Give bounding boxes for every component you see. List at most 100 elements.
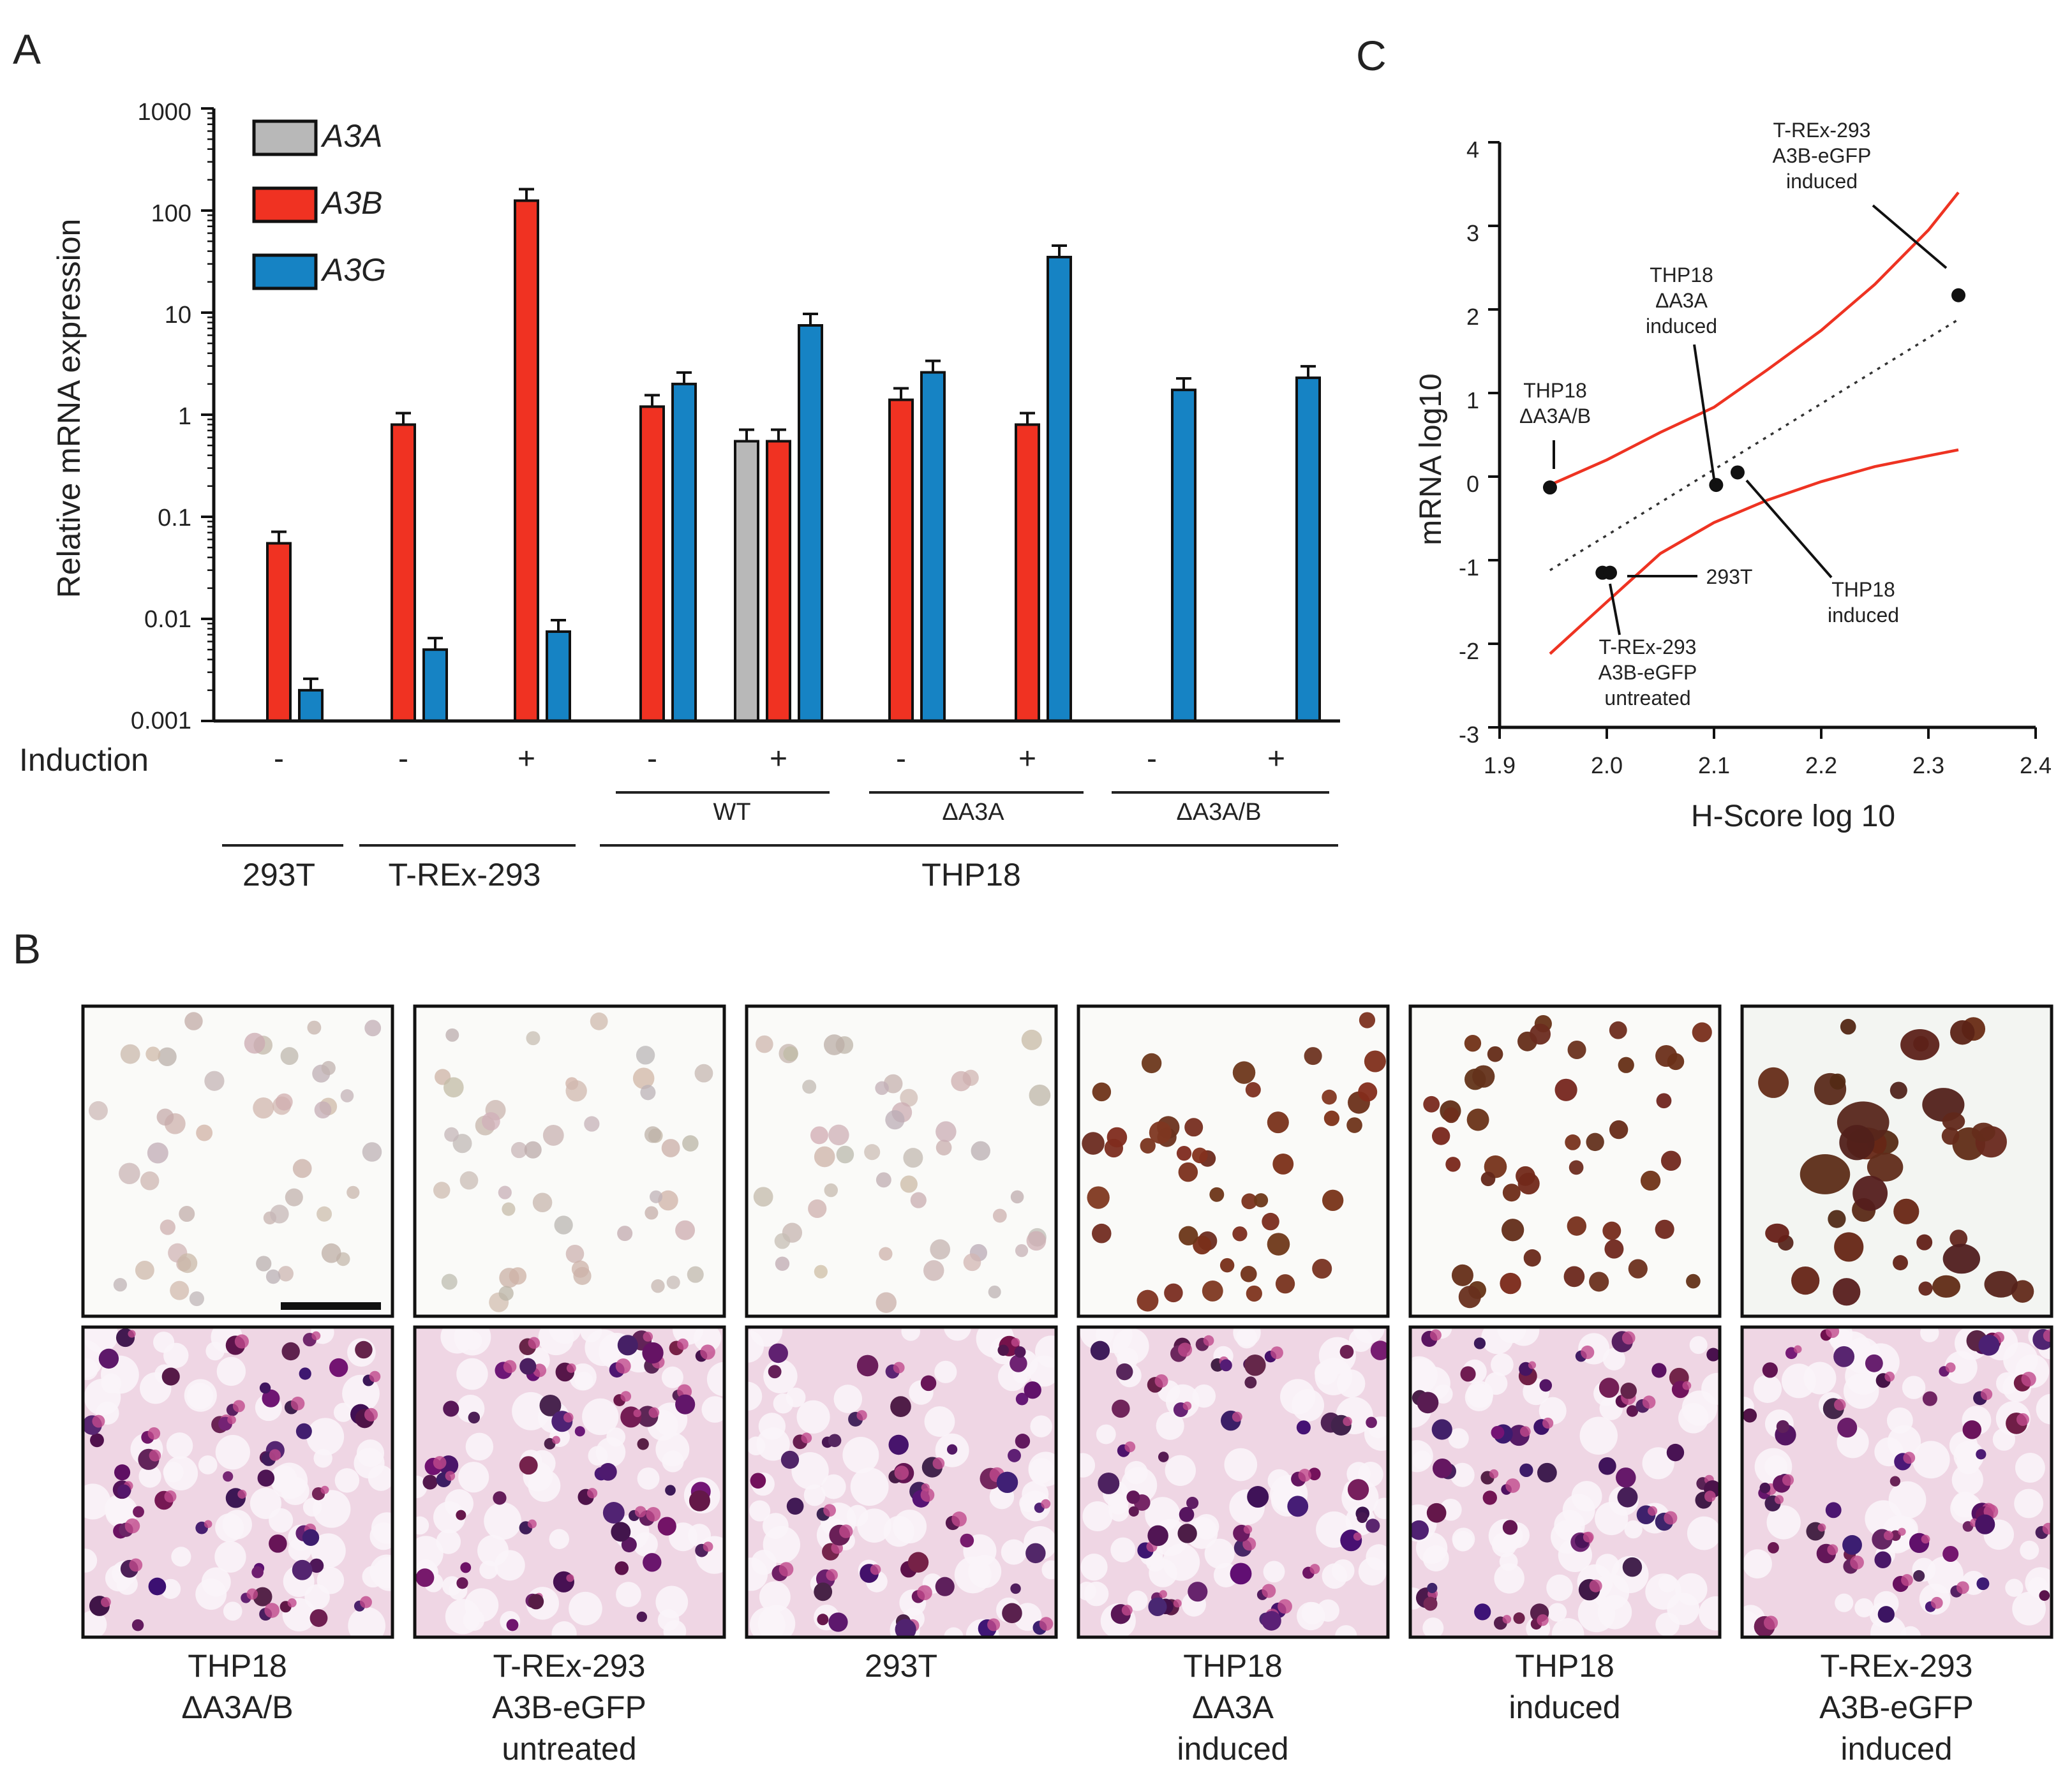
stained-cell — [814, 1146, 835, 1168]
he-nucleus — [295, 1423, 312, 1439]
he-cytoplasm — [1243, 1525, 1253, 1534]
he-vacuole — [302, 1497, 322, 1517]
stained-cell — [1656, 1093, 1672, 1109]
stained-cell — [1971, 1122, 1995, 1142]
he-cytoplasm — [566, 1363, 576, 1373]
stained-cell — [1275, 1274, 1295, 1294]
c-x-tick-2.4: 2.4 — [2020, 752, 2052, 778]
stained-cell — [988, 1285, 1001, 1298]
he-vacuole — [1624, 1520, 1643, 1539]
he-vacuole — [1096, 1424, 1116, 1444]
he-cytoplasm — [1589, 1579, 1602, 1593]
he-vacuole — [1539, 1397, 1567, 1425]
he-vacuole — [1602, 1348, 1625, 1370]
he-vacuole — [371, 1512, 392, 1544]
he-nucleus — [223, 1471, 234, 1482]
he-vacuole — [1766, 1505, 1801, 1540]
error-bar-a3b — [893, 387, 909, 400]
he-cytoplasm — [894, 1466, 909, 1480]
he-cytoplasm — [801, 1432, 812, 1444]
error-bar-a3b — [771, 428, 786, 442]
subgroup-delta-a3a: ΔA3A — [942, 799, 1004, 826]
error-bar-a3b — [1020, 412, 1035, 425]
panel-label-b: B — [13, 925, 41, 972]
he-nucleus — [768, 1343, 788, 1363]
he-cytoplasm — [237, 1489, 247, 1499]
he-vacuole — [1358, 1461, 1383, 1487]
he-vacuole — [663, 1620, 687, 1637]
c-y-tick-0: 0 — [1466, 471, 1479, 497]
c-x-tick-2.3: 2.3 — [1912, 752, 1944, 778]
stained-cell — [1932, 1275, 1961, 1298]
he-vacuole — [83, 1548, 98, 1573]
he-vacuole — [138, 1465, 161, 1488]
annotation-trex-untreated-line2: A3B-eGFP — [1599, 661, 1697, 684]
stained-cell — [347, 1185, 360, 1199]
he-cells — [83, 1327, 392, 1637]
he-nucleus — [1230, 1563, 1252, 1585]
annotation-293t: 293T — [1706, 565, 1753, 588]
he-vacuole — [1022, 1480, 1049, 1508]
stained-cell — [775, 1256, 790, 1271]
he-vacuole — [334, 1468, 360, 1493]
he-cytoplasm — [232, 1400, 245, 1413]
caption-4-line3: induced — [1177, 1731, 1288, 1767]
stained-cell — [885, 1110, 905, 1130]
he-nucleus — [528, 1594, 544, 1610]
stained-cell — [1091, 1223, 1112, 1244]
he-nucleus — [1975, 1514, 1995, 1534]
stained-cell — [1149, 1121, 1172, 1144]
he-vacuole — [759, 1581, 791, 1613]
he-nucleus — [1537, 1462, 1557, 1483]
stained-cell — [196, 1124, 213, 1141]
stained-cell — [1358, 1082, 1378, 1102]
he-nucleus — [257, 1469, 275, 1487]
c-y-axis-label: mRNA log10 — [1414, 373, 1448, 545]
he-nucleus — [1622, 1557, 1643, 1577]
he-nucleus — [1491, 1425, 1505, 1439]
he-nucleus — [814, 1582, 833, 1601]
stained-cell — [1178, 1162, 1198, 1182]
he-vacuole — [1865, 1500, 1902, 1538]
stained-cell — [753, 1187, 773, 1207]
stained-cell — [1942, 1244, 1981, 1274]
he-cytoplasm — [2042, 1522, 2052, 1535]
stained-cell — [1918, 1281, 1933, 1296]
annotation-trex-induced-line1: T-REx-293 — [1773, 119, 1871, 142]
he-cytoplasm — [264, 1603, 279, 1618]
he-nucleus — [1244, 1376, 1257, 1389]
he-nucleus — [302, 1529, 320, 1546]
he-vacuole — [1655, 1612, 1680, 1637]
stained-cell — [1984, 1270, 2018, 1298]
he-nucleus — [299, 1367, 311, 1380]
caption-2-line3: untreated — [502, 1731, 636, 1767]
he-vacuole — [857, 1508, 891, 1543]
annotation-trex-untreated-line1: T-REx-293 — [1599, 635, 1697, 658]
stained-cell — [1567, 1216, 1587, 1236]
ihc-cells — [753, 1029, 1051, 1313]
he-vacuole — [1224, 1448, 1258, 1481]
he-nucleus — [1626, 1405, 1639, 1417]
y-tick-1000: 1000 — [137, 99, 191, 126]
stained-cell — [571, 1260, 590, 1278]
he-nucleus — [1427, 1582, 1438, 1593]
he-vacuole — [368, 1465, 392, 1491]
he-cytoplasm — [129, 1558, 143, 1572]
he-cytoplasm — [1647, 1506, 1658, 1516]
stained-cell — [864, 1144, 881, 1161]
he-vacuole — [968, 1554, 1002, 1589]
he-vacuole — [1546, 1574, 1573, 1601]
stained-cell — [694, 1064, 713, 1083]
bar-a3g — [546, 630, 571, 722]
he-nucleus — [519, 1358, 537, 1375]
he-nucleus — [1513, 1612, 1525, 1624]
he-vacuole — [215, 1435, 250, 1470]
stained-cell — [502, 1202, 516, 1216]
he-vacuole — [1951, 1464, 1983, 1496]
bar-a3a — [734, 440, 759, 723]
stained-cell — [640, 1085, 656, 1101]
stained-cell — [1604, 1239, 1624, 1259]
he-cytoplasm — [1903, 1452, 1916, 1464]
he-cytoplasm — [311, 1331, 321, 1340]
he-nucleus — [1177, 1524, 1197, 1543]
